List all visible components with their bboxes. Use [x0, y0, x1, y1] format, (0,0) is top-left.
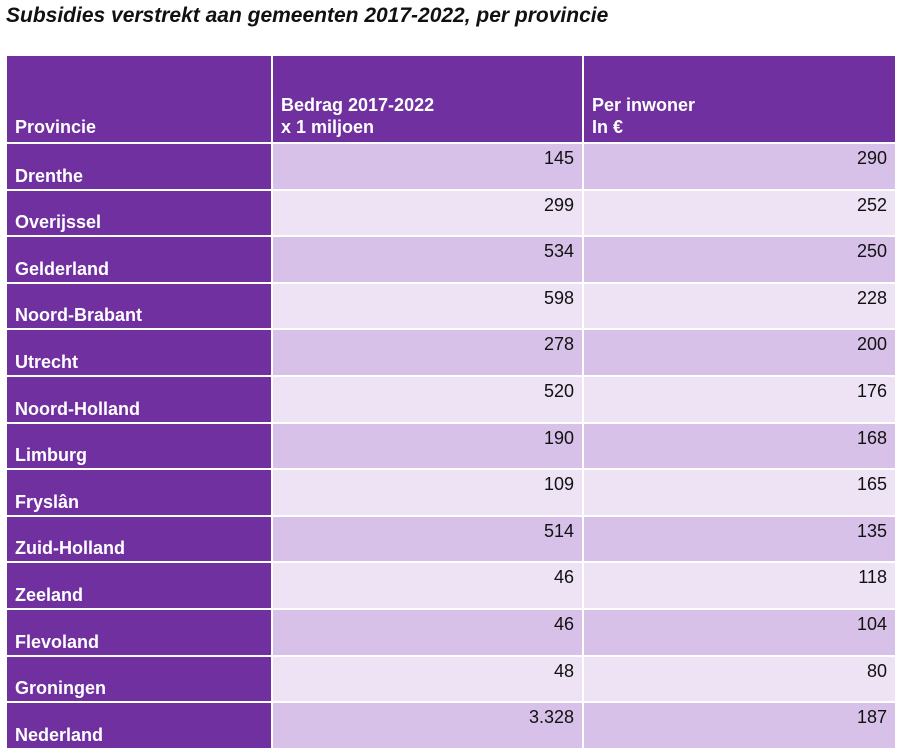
cell-bedrag: 190: [271, 421, 584, 471]
cell-bedrag: 3.328: [271, 701, 584, 750]
column-header-provincie: Provincie: [5, 54, 273, 144]
cell-bedrag: 46: [271, 607, 584, 657]
cell-bedrag: 46: [271, 561, 584, 610]
table-row: Utrecht 278 200: [5, 328, 897, 377]
cell-per-inwoner: 200: [582, 328, 897, 377]
cell-provincie: Fryslân: [5, 468, 273, 517]
cell-bedrag: 520: [271, 374, 584, 424]
table-body: Drenthe 145 290 Overijssel 299 252 Gelderland 5…: [5, 142, 897, 750]
cell-provincie: Noord-Brabant: [5, 281, 273, 331]
column-header-per-inwoner-line1: Per inwoner: [592, 95, 696, 115]
cell-provincie: Overijssel: [5, 188, 273, 238]
table-row: Overijssel 299 252: [5, 188, 897, 238]
cell-per-inwoner: 252: [582, 188, 897, 238]
cell-per-inwoner: 118: [582, 561, 897, 610]
cell-provincie: Zuid-Holland: [5, 514, 273, 564]
cell-per-inwoner: 290: [582, 142, 897, 191]
table-row: Noord-Brabant 598 228: [5, 281, 897, 331]
table-row: Drenthe 145 290: [5, 142, 897, 191]
cell-per-inwoner: 250: [582, 235, 897, 284]
cell-per-inwoner: 187: [582, 701, 897, 750]
cell-bedrag: 145: [271, 142, 584, 191]
table-row: Nederland 3.328 187: [5, 701, 897, 750]
cell-provincie: Groningen: [5, 654, 273, 704]
table-header-row: Provincie Bedrag 2017-2022 x 1 miljoen P…: [5, 54, 897, 144]
cell-per-inwoner: 135: [582, 514, 897, 564]
cell-provincie: Noord-Holland: [5, 374, 273, 424]
column-header-per-inwoner-line2: In €: [592, 117, 624, 137]
table-row: Zuid-Holland 514 135: [5, 514, 897, 564]
cell-bedrag: 598: [271, 281, 584, 331]
cell-bedrag: 109: [271, 468, 584, 517]
page-title: Subsidies verstrekt aan gemeenten 2017-2…: [6, 4, 609, 27]
cell-bedrag: 514: [271, 514, 584, 564]
table-row: Fryslân 109 165: [5, 468, 897, 517]
cell-bedrag: 278: [271, 328, 584, 377]
table-row: Gelderland 534 250: [5, 235, 897, 284]
cell-provincie: Nederland: [5, 701, 273, 750]
cell-bedrag: 299: [271, 188, 584, 238]
cell-provincie: Limburg: [5, 421, 273, 471]
cell-per-inwoner: 104: [582, 607, 897, 657]
column-header-bedrag: Bedrag 2017-2022 x 1 miljoen: [271, 54, 584, 144]
cell-provincie: Drenthe: [5, 142, 273, 191]
table-row: Flevoland 46 104: [5, 607, 897, 657]
subsidies-table: Provincie Bedrag 2017-2022 x 1 miljoen P…: [5, 54, 897, 750]
column-header-provincie-label: Provincie: [15, 117, 97, 137]
cell-per-inwoner: 80: [582, 654, 897, 704]
cell-provincie: Utrecht: [5, 328, 273, 377]
cell-per-inwoner: 165: [582, 468, 897, 517]
cell-provincie: Zeeland: [5, 561, 273, 610]
column-header-per-inwoner: Per inwoner In €: [582, 54, 897, 144]
cell-bedrag: 534: [271, 235, 584, 284]
cell-per-inwoner: 228: [582, 281, 897, 331]
column-header-bedrag-line2: x 1 miljoen: [281, 117, 375, 137]
cell-bedrag: 48: [271, 654, 584, 704]
column-header-bedrag-line1: Bedrag 2017-2022: [281, 95, 435, 115]
table-row: Zeeland 46 118: [5, 561, 897, 610]
cell-provincie: Flevoland: [5, 607, 273, 657]
cell-provincie: Gelderland: [5, 235, 273, 284]
table-row: Groningen 48 80: [5, 654, 897, 704]
table-row: Limburg 190 168: [5, 421, 897, 471]
table-row: Noord-Holland 520 176: [5, 374, 897, 424]
cell-per-inwoner: 176: [582, 374, 897, 424]
cell-per-inwoner: 168: [582, 421, 897, 471]
